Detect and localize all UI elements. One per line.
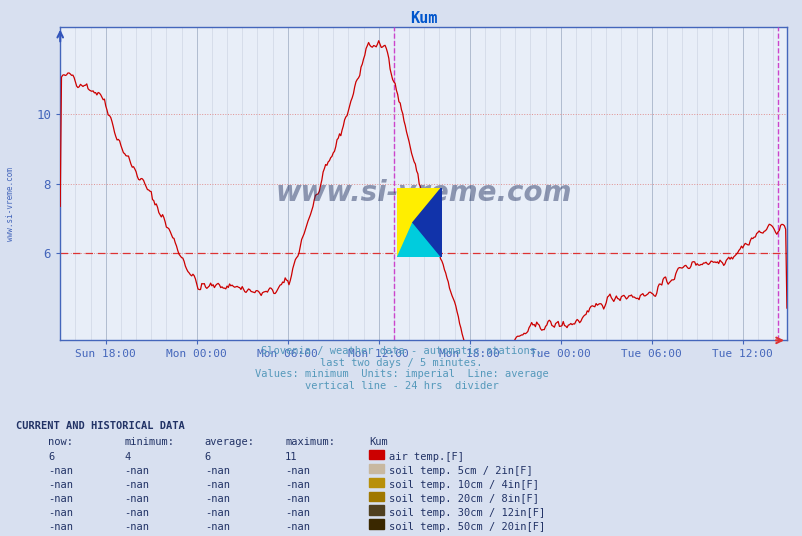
Text: -nan: -nan — [124, 522, 149, 532]
Text: -nan: -nan — [124, 466, 149, 476]
Text: -nan: -nan — [124, 494, 149, 504]
Text: -nan: -nan — [205, 508, 229, 518]
Polygon shape — [397, 222, 441, 257]
Text: 6: 6 — [48, 452, 55, 462]
Text: last two days / 5 minutes.: last two days / 5 minutes. — [320, 358, 482, 368]
Text: Slovenia / weather data - automatic stations.: Slovenia / weather data - automatic stat… — [261, 346, 541, 356]
Text: CURRENT AND HISTORICAL DATA: CURRENT AND HISTORICAL DATA — [16, 421, 184, 431]
Text: average:: average: — [205, 437, 254, 447]
Text: air temp.[F]: air temp.[F] — [389, 452, 464, 462]
Text: www.si-vreme.com: www.si-vreme.com — [275, 179, 571, 207]
Text: -nan: -nan — [124, 480, 149, 490]
Polygon shape — [397, 188, 441, 257]
Text: -nan: -nan — [48, 466, 73, 476]
Text: now:: now: — [48, 437, 73, 447]
Text: -nan: -nan — [124, 508, 149, 518]
Text: -nan: -nan — [285, 480, 310, 490]
Text: vertical line - 24 hrs  divider: vertical line - 24 hrs divider — [304, 381, 498, 391]
Text: soil temp. 30cm / 12in[F]: soil temp. 30cm / 12in[F] — [389, 508, 545, 518]
Text: minimum:: minimum: — [124, 437, 174, 447]
Text: -nan: -nan — [205, 480, 229, 490]
Text: maximum:: maximum: — [285, 437, 334, 447]
Text: www.si-vreme.com: www.si-vreme.com — [6, 167, 15, 241]
Text: Kum: Kum — [369, 437, 387, 447]
Text: soil temp. 10cm / 4in[F]: soil temp. 10cm / 4in[F] — [389, 480, 539, 490]
Text: -nan: -nan — [48, 522, 73, 532]
Text: -nan: -nan — [285, 522, 310, 532]
Text: 11: 11 — [285, 452, 298, 462]
Text: -nan: -nan — [205, 466, 229, 476]
Text: -nan: -nan — [285, 466, 310, 476]
Text: -nan: -nan — [205, 494, 229, 504]
Text: 6: 6 — [205, 452, 211, 462]
Title: Kum: Kum — [409, 11, 437, 26]
Text: soil temp. 50cm / 20in[F]: soil temp. 50cm / 20in[F] — [389, 522, 545, 532]
Text: -nan: -nan — [48, 508, 73, 518]
Text: -nan: -nan — [48, 480, 73, 490]
Text: soil temp. 20cm / 8in[F]: soil temp. 20cm / 8in[F] — [389, 494, 539, 504]
Text: Values: minimum  Units: imperial  Line: average: Values: minimum Units: imperial Line: av… — [254, 369, 548, 379]
Text: -nan: -nan — [285, 494, 310, 504]
Text: 4: 4 — [124, 452, 131, 462]
Text: soil temp. 5cm / 2in[F]: soil temp. 5cm / 2in[F] — [389, 466, 533, 476]
Text: -nan: -nan — [285, 508, 310, 518]
Text: -nan: -nan — [48, 494, 73, 504]
Text: -nan: -nan — [205, 522, 229, 532]
Polygon shape — [412, 188, 441, 257]
